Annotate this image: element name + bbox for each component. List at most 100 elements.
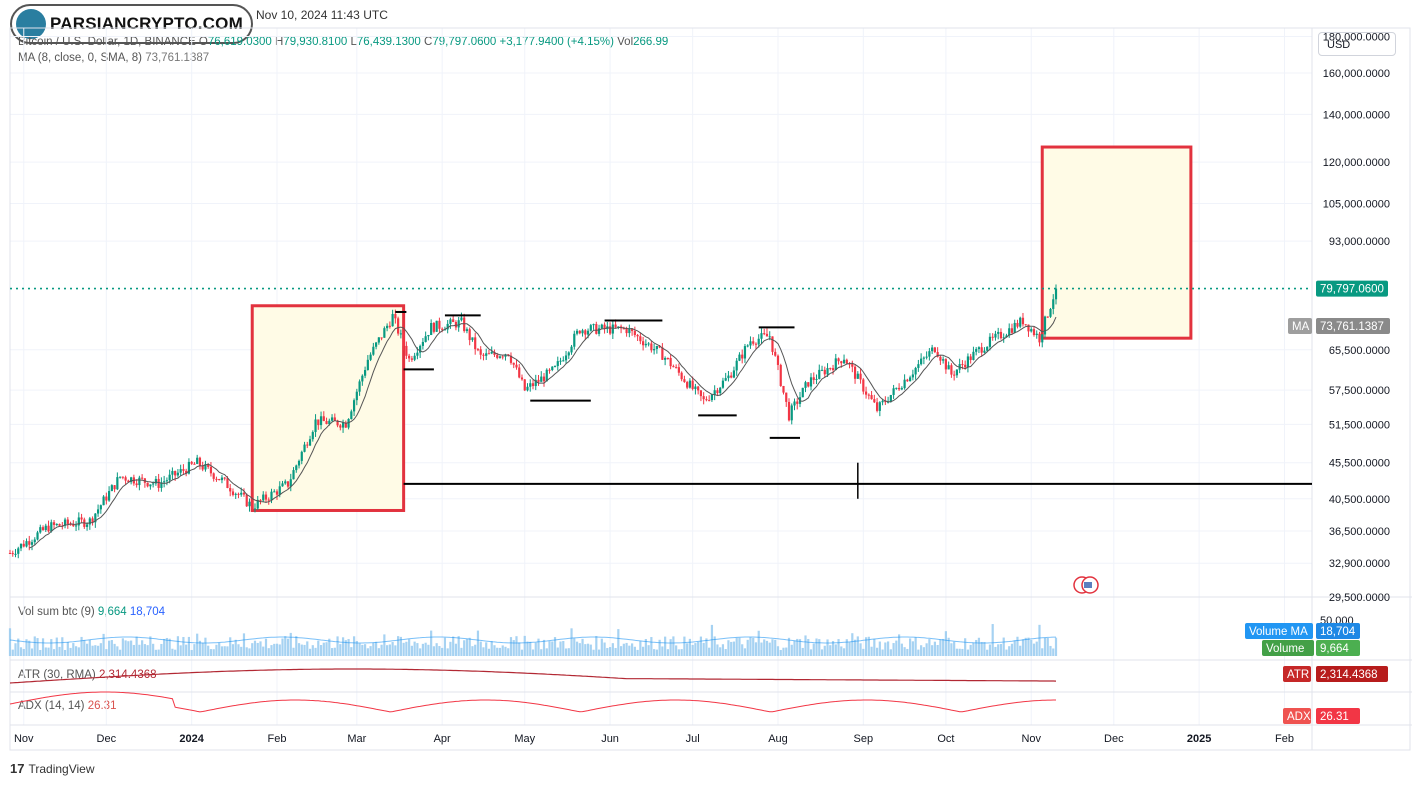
candle-body xyxy=(862,379,865,392)
candle-body xyxy=(410,358,413,360)
volume-legend-label: Vol sum btc (9) xyxy=(18,606,95,618)
volume-bar xyxy=(730,641,733,656)
volume-bar xyxy=(479,641,482,656)
candle-body xyxy=(22,543,25,547)
volume-bar xyxy=(881,649,884,656)
volume-bar xyxy=(859,643,862,656)
volume-bar xyxy=(44,647,47,656)
volume-bar xyxy=(22,648,25,656)
candle-body xyxy=(85,524,89,527)
candle-body xyxy=(25,541,28,547)
ma-line xyxy=(29,316,1057,549)
x-tick-label: Mar xyxy=(347,733,366,745)
candle-body xyxy=(88,518,91,525)
candle-body xyxy=(165,480,169,482)
candle-body xyxy=(198,457,202,466)
volume-bar xyxy=(460,647,463,656)
candle-body xyxy=(765,333,769,337)
candle-body xyxy=(804,382,807,388)
volume-bar xyxy=(642,646,645,656)
candle-body xyxy=(614,324,617,328)
candle-body xyxy=(790,405,793,421)
candle-body xyxy=(529,383,532,387)
volume-ma-badge: 18,704 xyxy=(1320,626,1356,638)
candle-body xyxy=(99,505,102,510)
candle-body xyxy=(446,323,449,330)
volume-bar xyxy=(498,647,502,656)
candle-body xyxy=(471,337,474,341)
atr-line xyxy=(9,668,1057,684)
volume-bar xyxy=(347,639,350,656)
volume-bar xyxy=(664,636,667,656)
candle-body xyxy=(724,378,727,381)
candle-body xyxy=(154,478,157,484)
volume-bar xyxy=(752,637,755,656)
candle-body xyxy=(110,485,113,492)
volume-bar xyxy=(487,648,491,656)
candle-body xyxy=(831,368,835,371)
candle-body xyxy=(961,364,964,366)
candle-body xyxy=(284,481,287,484)
volume-bar xyxy=(994,646,997,656)
volume-bar xyxy=(204,637,207,656)
candle-body xyxy=(801,387,804,398)
volume-bar xyxy=(74,646,78,656)
volume-bar xyxy=(14,643,17,656)
volume-bar xyxy=(980,641,983,656)
volume-bar xyxy=(763,639,766,656)
indicator-panes xyxy=(9,668,1057,713)
volume-bar xyxy=(350,647,353,656)
volume-bar xyxy=(435,643,438,656)
candle-body xyxy=(977,347,981,350)
top-bar: PARSIANCRYPTO.COM Nov 10, 2024 11:43 UTC xyxy=(0,0,1412,44)
footer-branding: 17 TradingView xyxy=(10,761,95,776)
volume-bar xyxy=(966,649,970,656)
candle-body xyxy=(837,358,840,362)
candle-body xyxy=(578,330,581,334)
candle-body xyxy=(1038,333,1041,343)
candle-body xyxy=(603,324,606,330)
volume-bar xyxy=(303,644,306,656)
volume-bar xyxy=(366,648,369,656)
volume-bar xyxy=(507,648,510,656)
candle-body xyxy=(460,317,463,321)
candle-body xyxy=(509,355,513,363)
volume-bar xyxy=(138,644,141,656)
volume-bar xyxy=(306,641,309,656)
volume-bar xyxy=(658,639,661,656)
volume-bar xyxy=(355,640,358,656)
volume-bar xyxy=(1019,645,1022,656)
volume-bar xyxy=(295,636,298,656)
candle-body xyxy=(377,337,380,343)
volume-bar xyxy=(856,636,859,656)
volume-axis-top: 50,000 xyxy=(1320,615,1354,627)
volume-bar xyxy=(636,649,639,656)
volume-bar xyxy=(710,624,714,656)
candle-body xyxy=(130,477,133,483)
candle-body xyxy=(278,486,281,495)
candle-body xyxy=(947,365,950,370)
candle-body xyxy=(14,553,17,555)
volume-bar xyxy=(149,636,152,656)
volume-bar xyxy=(969,644,972,656)
candle-body xyxy=(143,478,146,483)
y-tick-label: 140,000.0000 xyxy=(1323,109,1390,121)
time-axis: Nov Dec 2024 Feb Mar Apr May Jun Jul Aug Sep Oct Nov… xyxy=(14,733,1294,745)
volume-bar xyxy=(732,641,736,656)
volume-bar xyxy=(36,638,39,656)
adx-badge: 26.31 xyxy=(1320,711,1349,723)
currency-button[interactable]: USD xyxy=(1318,32,1396,56)
volume-bar xyxy=(413,641,416,656)
candle-body xyxy=(721,380,725,388)
volume-bar xyxy=(779,649,782,656)
volume-bar xyxy=(61,637,64,656)
support-resistance-lines xyxy=(395,310,1312,499)
candle-body xyxy=(28,541,31,545)
candle-body xyxy=(8,553,12,555)
candle-body xyxy=(341,422,345,428)
volume-bar xyxy=(931,645,934,656)
candle-body xyxy=(50,522,53,532)
candle-body xyxy=(749,341,752,346)
candle-body xyxy=(617,326,620,328)
